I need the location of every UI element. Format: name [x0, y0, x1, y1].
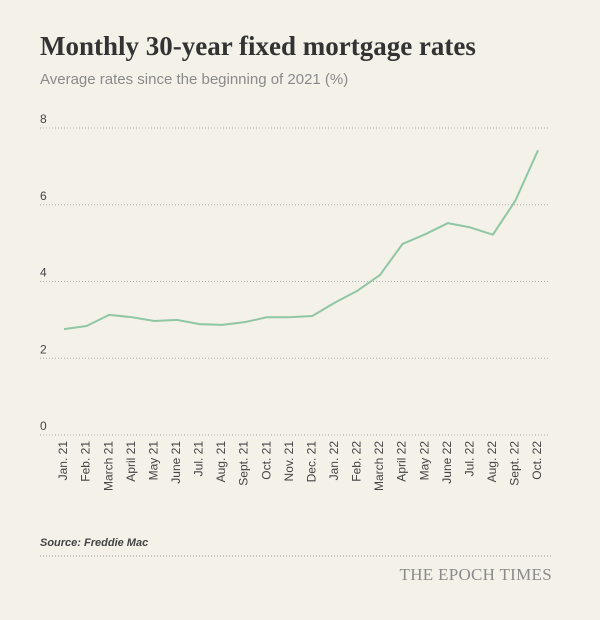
x-tick-label: Aug. 22: [485, 441, 499, 483]
x-tick-label: Dec. 21: [304, 441, 318, 483]
x-tick-label: Jul. 21: [192, 441, 206, 477]
y-tick-label: 0: [40, 419, 47, 433]
source: Source: Freddie Mac: [40, 537, 148, 549]
x-tick-label: Jan. 22: [327, 441, 341, 481]
x-tick-label: May 21: [146, 441, 160, 481]
x-tick-label: Sept. 22: [508, 441, 522, 486]
line: [63, 149, 539, 331]
x-tick-label: April 21: [124, 441, 138, 482]
x-tick-label: Feb. 22: [350, 441, 364, 482]
x-tick-label: Aug. 21: [214, 441, 228, 483]
brand-logo: THE EPOCH TIMES: [400, 565, 552, 584]
x-tick-label: Nov. 21: [282, 441, 296, 482]
chart-subtitle: Average rates since the beginning of 202…: [40, 71, 348, 88]
x-tick-label: June 21: [169, 441, 183, 484]
x-tick-label: Oct. 22: [530, 441, 544, 480]
x-tick-label: April 22: [395, 441, 409, 482]
x-tick-label: June 22: [440, 441, 454, 484]
x-tick-label: Jul. 22: [462, 441, 476, 477]
x-tick-label: Sept. 21: [237, 441, 251, 486]
chart-title: Monthly 30-year fixed mortgage rates: [40, 31, 476, 61]
y-tick-label: 4: [40, 266, 47, 280]
y-tick-label: 2: [40, 342, 47, 356]
x-tick-label: March 22: [372, 441, 386, 491]
x-tick-label: Oct. 21: [259, 441, 273, 480]
y-tick-label: 8: [40, 112, 47, 126]
x-tick-label: Feb. 21: [79, 441, 93, 482]
y-tick-label: 6: [40, 189, 47, 203]
x-tick-label: March 21: [101, 441, 115, 491]
x-tick-label: Jan. 21: [56, 441, 70, 481]
x-tick-label: May 22: [417, 441, 431, 481]
